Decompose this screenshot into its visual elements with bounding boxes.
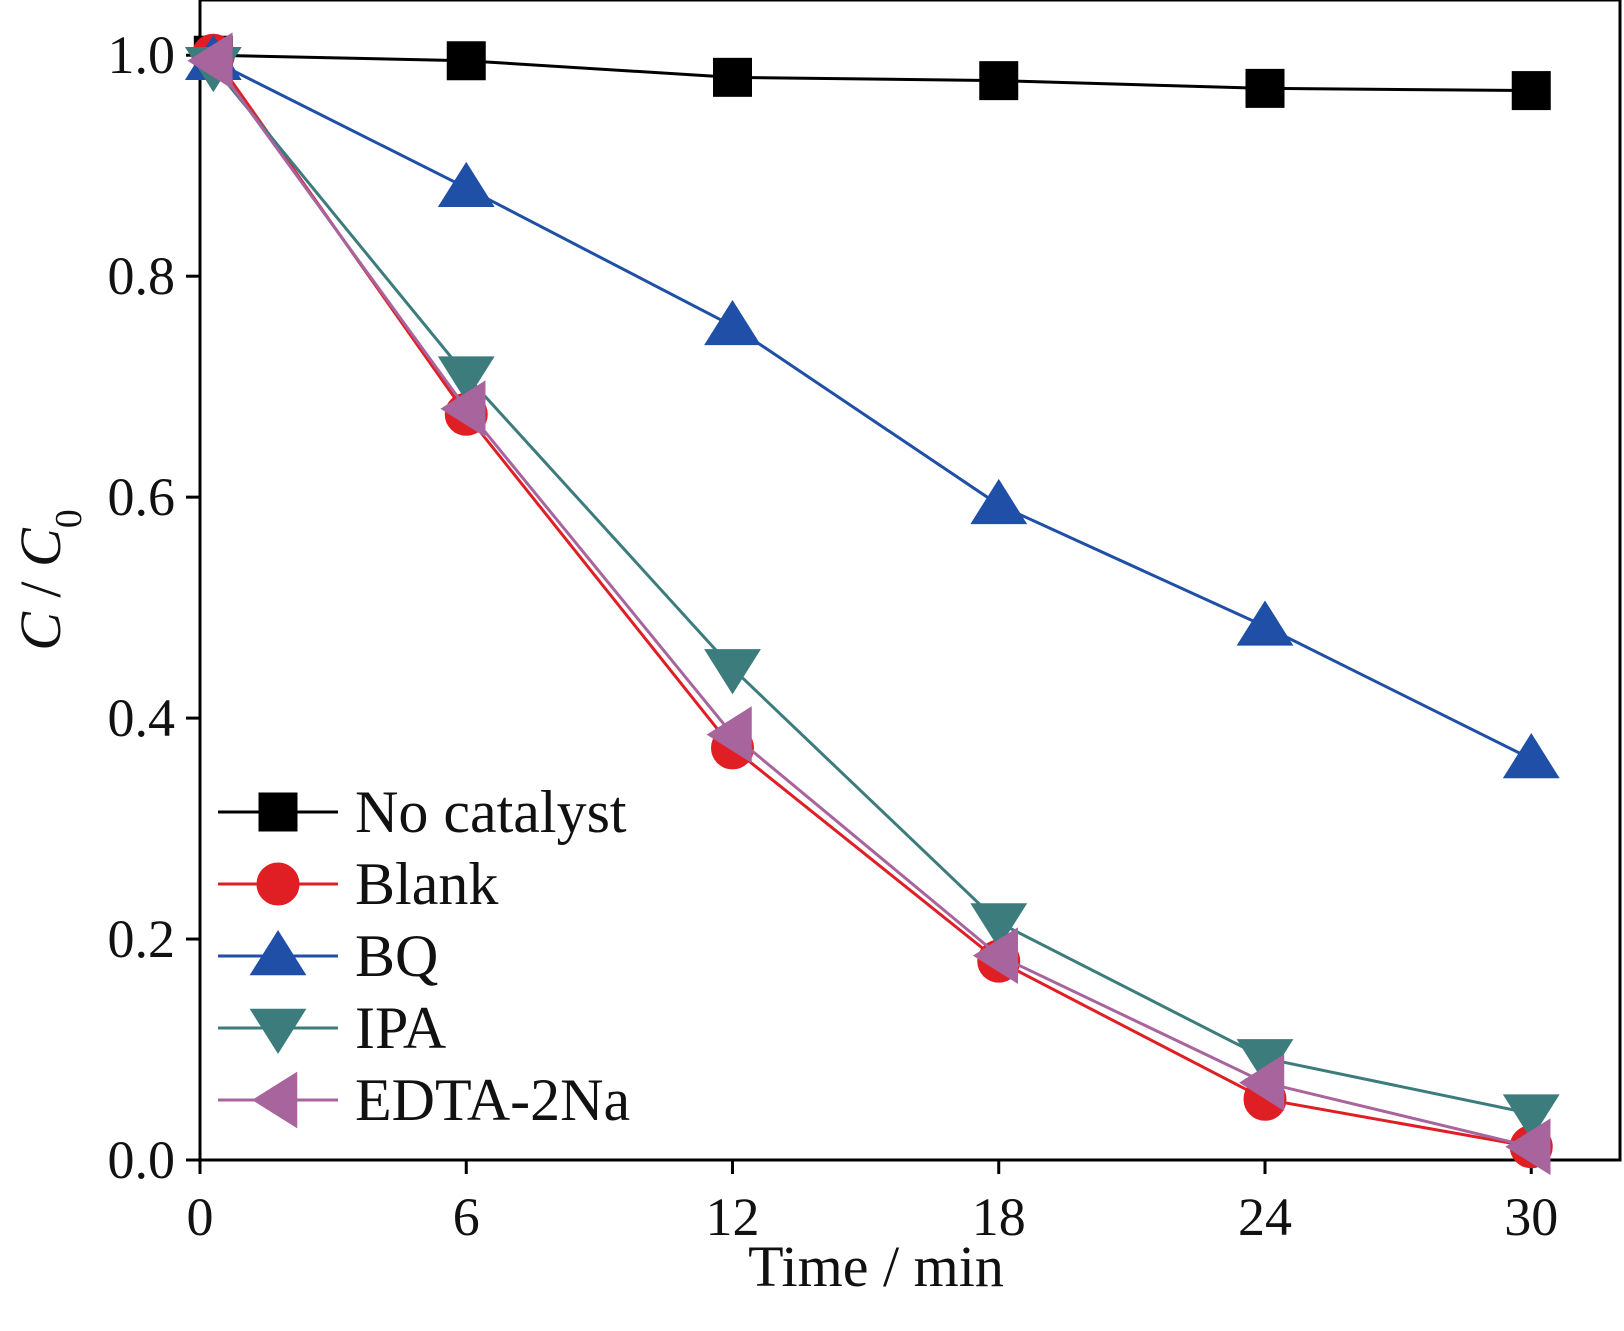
x-tick-label-24: 24	[1238, 1187, 1292, 1247]
data-point-bq-2	[704, 299, 761, 346]
data-point-edta-2na-3	[972, 927, 1018, 985]
y-axis-title-subscript: 0	[48, 509, 90, 528]
data-point-ipa-1	[437, 356, 495, 402]
legend-label-bq: BQ	[355, 923, 438, 989]
series-no-catalyst	[193, 35, 1551, 111]
x-tick-label-12: 12	[706, 1187, 760, 1247]
data-point-bq-4	[1236, 600, 1294, 646]
legend-label-blank: Blank	[355, 851, 498, 917]
y-tick-label-0.0: 0.0	[108, 1130, 176, 1190]
series-line-blank	[212, 54, 1532, 1149]
legend-marker-edta-2na	[252, 1071, 298, 1129]
data-point-edta-2na-0	[187, 32, 233, 90]
legend-item-edta-2na: EDTA-2Na	[218, 1067, 630, 1133]
x-tick-label-30: 30	[1504, 1187, 1558, 1247]
legend-item-ipa: IPA	[218, 995, 446, 1061]
data-point-bq-1	[437, 161, 495, 208]
series-layer	[184, 32, 1560, 1176]
y-axis-ticks: 0.0 0.2 0.4 0.6 0.8 1.0	[108, 25, 200, 1190]
x-axis-title: Time / min	[748, 1234, 1004, 1299]
legend-item-bq: BQ	[218, 923, 438, 989]
data-point-edta-2na-2	[706, 706, 752, 764]
data-point-edta-2na-1	[440, 380, 486, 438]
data-point-ipa-5	[1502, 1094, 1560, 1140]
y-tick-label-1.0: 1.0	[108, 25, 176, 85]
legend-marker-bq	[249, 930, 307, 976]
y-tick-label-0.6: 0.6	[108, 467, 176, 527]
y-tick-label-0.4: 0.4	[108, 688, 176, 748]
y-axis-title-sep: /	[8, 567, 73, 612]
data-point-no-catalyst-5	[1511, 71, 1551, 111]
y-axis-title-c0: C	[8, 527, 73, 567]
data-point-no-catalyst-2	[713, 57, 752, 97]
legend-label-no-catalyst: No catalyst	[355, 779, 627, 845]
y-tick-label-0.8: 0.8	[108, 246, 176, 306]
legend-label-edta-2na: EDTA-2Na	[355, 1067, 630, 1133]
x-tick-label-0: 0	[187, 1187, 214, 1247]
legend-marker-blank	[256, 862, 300, 906]
x-tick-label-6: 6	[453, 1187, 480, 1247]
data-point-edta-2na-4	[1239, 1054, 1285, 1112]
series-edta-2na	[187, 32, 1551, 1176]
y-axis-title-c: C	[8, 611, 73, 651]
data-point-no-catalyst-1	[446, 41, 486, 81]
x-axis-ticks: 0 6 12 18 24 30	[187, 1160, 1558, 1247]
legend-marker-no-catalyst	[258, 792, 298, 832]
data-point-bq-5	[1502, 733, 1560, 779]
data-point-bq-3	[970, 478, 1028, 525]
plot-frame	[198, 0, 1622, 1162]
data-point-ipa-2	[704, 649, 761, 695]
series-line-edta-2na	[212, 59, 1532, 1149]
series-line-bq	[212, 59, 1532, 761]
legend-marker-ipa	[249, 1008, 307, 1054]
y-tick-label-0.2: 0.2	[108, 909, 176, 969]
data-point-no-catalyst-3	[979, 61, 1019, 101]
x-tick-label-18: 18	[972, 1187, 1026, 1247]
legend-item-blank: Blank	[218, 851, 498, 917]
legend-label-ipa: IPA	[355, 995, 446, 1061]
data-point-ipa-3	[970, 903, 1028, 949]
y-axis-title: C / C0	[8, 509, 90, 651]
data-point-edta-2na-5	[1505, 1118, 1551, 1176]
data-point-no-catalyst-4	[1245, 68, 1285, 108]
series-bq	[184, 34, 1560, 779]
legend-item-no-catalyst: No catalyst	[218, 779, 627, 845]
series-line-no-catalyst	[213, 53, 1532, 93]
series-line-ipa	[212, 65, 1532, 1116]
